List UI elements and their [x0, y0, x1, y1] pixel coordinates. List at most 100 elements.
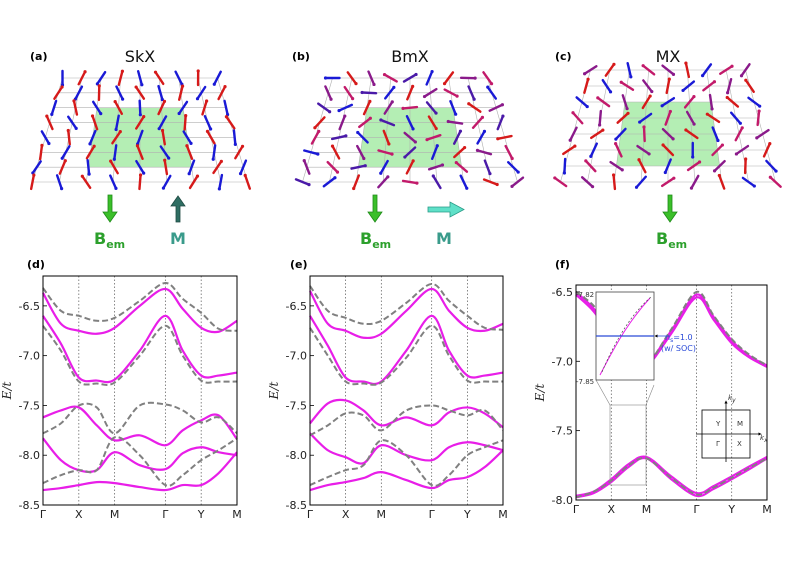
spin-arrow — [232, 129, 237, 146]
spin-arrow — [55, 174, 63, 190]
band-solid-4 — [42, 437, 238, 474]
y-tick-label: -6.5 — [286, 300, 307, 313]
spin-arrow — [174, 70, 184, 86]
lattice-mx — [553, 61, 782, 191]
panel-c-title: MX — [656, 47, 681, 66]
spin-arrow — [187, 159, 196, 175]
spin-arrow — [384, 86, 396, 100]
spin-arrow — [496, 134, 513, 141]
x-tick-label: M — [377, 508, 387, 521]
spin-arrow — [553, 176, 568, 188]
spin-arrow — [330, 134, 348, 141]
spin-arrow — [735, 144, 750, 156]
panel-a-label: (a) — [30, 50, 47, 63]
spin-arrow — [213, 70, 222, 86]
band-dashed-1 — [309, 282, 504, 331]
x-tick-label: Γ — [429, 508, 436, 521]
spin-arrow — [67, 129, 71, 146]
spin-arrow — [476, 149, 493, 156]
spin-arrow — [218, 173, 224, 191]
spin-arrow — [134, 85, 146, 100]
x-tick-label: M — [642, 503, 652, 516]
panel-c-label: (c) — [555, 50, 572, 63]
x-tick-label: Γ — [573, 503, 580, 516]
spin-arrow — [685, 110, 696, 126]
spin-arrow — [443, 71, 455, 85]
spin-arrow — [362, 100, 372, 116]
spin-arrow — [350, 164, 367, 170]
spin-arrow — [562, 144, 577, 156]
spin-arrow — [331, 144, 341, 160]
spin-arrow — [614, 142, 623, 158]
y-axis-label: E/t — [533, 384, 547, 403]
spin-arrow — [113, 100, 124, 116]
spin-arrow — [324, 85, 333, 101]
band-dashed-2 — [42, 324, 238, 386]
spin-arrow — [580, 176, 594, 188]
lattice-skx — [29, 69, 252, 191]
spin-arrow — [626, 61, 633, 79]
lattice-bmx — [294, 69, 525, 191]
panel-a: (a) SkX Bem M — [29, 47, 252, 251]
spin-arrow — [482, 178, 499, 186]
spin-arrow — [486, 85, 498, 100]
spin-arrow — [711, 143, 724, 157]
spin-arrow — [510, 176, 525, 188]
spin-arrow — [726, 78, 733, 94]
spin-arrow — [769, 176, 782, 188]
band-solid-4 — [309, 432, 504, 465]
x-tick-label: M — [110, 508, 120, 521]
y-tick-label: -7.0 — [552, 355, 573, 368]
spin-arrow — [488, 103, 504, 112]
spin-arrow — [38, 144, 44, 161]
x-tick-label: M — [762, 503, 772, 516]
spin-arrow — [467, 85, 476, 101]
spin-arrow — [741, 176, 756, 188]
spin-arrow — [182, 130, 193, 145]
spin-arrow — [423, 87, 438, 98]
spin-arrow — [53, 85, 64, 100]
spin-arrow — [61, 145, 71, 160]
spin-arrow — [452, 129, 462, 145]
m-arrow-icon — [170, 195, 186, 223]
spin-arrow — [681, 80, 696, 92]
spin-arrow — [635, 175, 647, 189]
spin-arrow — [178, 84, 184, 101]
x-tick-label: X — [75, 508, 83, 521]
spin-arrow — [162, 174, 172, 190]
spin-arrow — [403, 131, 417, 144]
spin-arrow — [471, 116, 484, 129]
spin-arrow — [743, 157, 747, 175]
bz-y-label: Y — [715, 420, 721, 428]
spin-arrow — [636, 144, 651, 156]
spin-arrow — [223, 99, 229, 116]
band-dashed-1 — [575, 290, 768, 367]
spin-arrow — [507, 161, 520, 174]
spin-arrow — [326, 160, 339, 174]
spin-arrow — [641, 64, 656, 76]
spin-arrow — [377, 175, 390, 189]
spin-arrow — [762, 142, 772, 158]
x-tick-label: X — [342, 508, 350, 521]
spin-arrow — [203, 114, 212, 131]
spin-arrow — [718, 174, 726, 190]
band-plot-d: -8.5 -8.0 -7.5 -7.0 -6.5 Γ X M Γ Y M E/t — [0, 275, 242, 521]
x-tick-label: Γ — [693, 503, 700, 516]
band-solid-2 — [42, 314, 238, 384]
inset-annotation: ns=1.0 — [665, 333, 693, 344]
spin-arrow — [702, 80, 716, 92]
spin-arrow — [637, 158, 647, 174]
spin-arrow — [177, 100, 189, 115]
bem-arrow-icon — [102, 194, 118, 223]
spin-arrow — [711, 126, 720, 142]
spin-arrow — [212, 144, 217, 161]
x-tick-label: Y — [197, 508, 205, 521]
bz-x-label: X — [737, 440, 742, 448]
bem-arrow-icon — [662, 194, 678, 223]
spin-arrow — [620, 81, 635, 91]
spin-arrow — [185, 144, 194, 161]
spin-arrow — [449, 100, 457, 116]
spin-arrow — [575, 96, 589, 108]
spin-arrow — [584, 159, 597, 173]
spin-arrow — [405, 159, 415, 175]
